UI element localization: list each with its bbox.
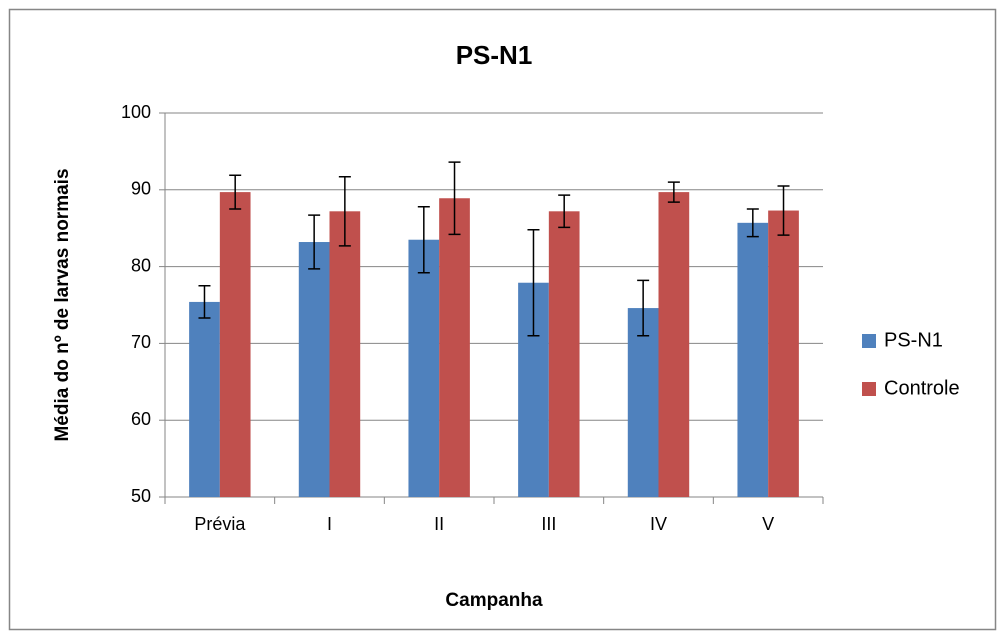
- y-tick-label: 80: [131, 255, 151, 275]
- error-bar: [229, 174, 242, 210]
- x-tick-label: IV: [650, 514, 667, 534]
- x-tick-label: II: [434, 514, 444, 534]
- x-tick-label: I: [327, 514, 332, 534]
- y-tick-label: 50: [131, 486, 151, 506]
- error-bar: [527, 228, 540, 337]
- bar: [189, 301, 220, 497]
- error-bar: [667, 181, 680, 203]
- error-bar: [558, 194, 571, 229]
- error-bar: [777, 185, 790, 236]
- y-tick-label: 70: [131, 332, 151, 352]
- bar: [548, 211, 580, 497]
- y-tick-label: 60: [131, 409, 151, 429]
- bar: [408, 239, 440, 497]
- error-bar: [308, 214, 321, 270]
- y-axis-title: Média do nº de larvas normais: [52, 168, 73, 441]
- error-bar: [417, 205, 430, 274]
- bar: [439, 198, 470, 498]
- x-tick-label: V: [762, 514, 774, 534]
- legend-label: Controle: [884, 377, 960, 399]
- error-bar: [637, 279, 650, 337]
- bar: [298, 242, 330, 497]
- x-tick-label: Prévia: [194, 514, 246, 534]
- error-bar: [338, 175, 351, 247]
- bar: [658, 192, 690, 497]
- error-bar: [746, 208, 759, 238]
- x-axis-title: Campanha: [445, 590, 543, 611]
- y-tick-label: 90: [131, 179, 151, 199]
- chart-title: PS-N1: [456, 40, 533, 70]
- bar: [219, 192, 251, 497]
- bar: [329, 211, 361, 497]
- legend-label: PS-N1: [884, 329, 943, 351]
- legend-swatch: [862, 334, 876, 348]
- bar: [737, 222, 769, 497]
- legend-swatch: [862, 382, 876, 396]
- x-tick-label: III: [541, 514, 556, 534]
- error-bar: [448, 161, 461, 236]
- error-bar: [198, 285, 211, 319]
- y-tick-label: 100: [121, 102, 151, 122]
- chart-frame: [8, 8, 997, 631]
- bar: [768, 210, 799, 497]
- bar: [627, 308, 659, 497]
